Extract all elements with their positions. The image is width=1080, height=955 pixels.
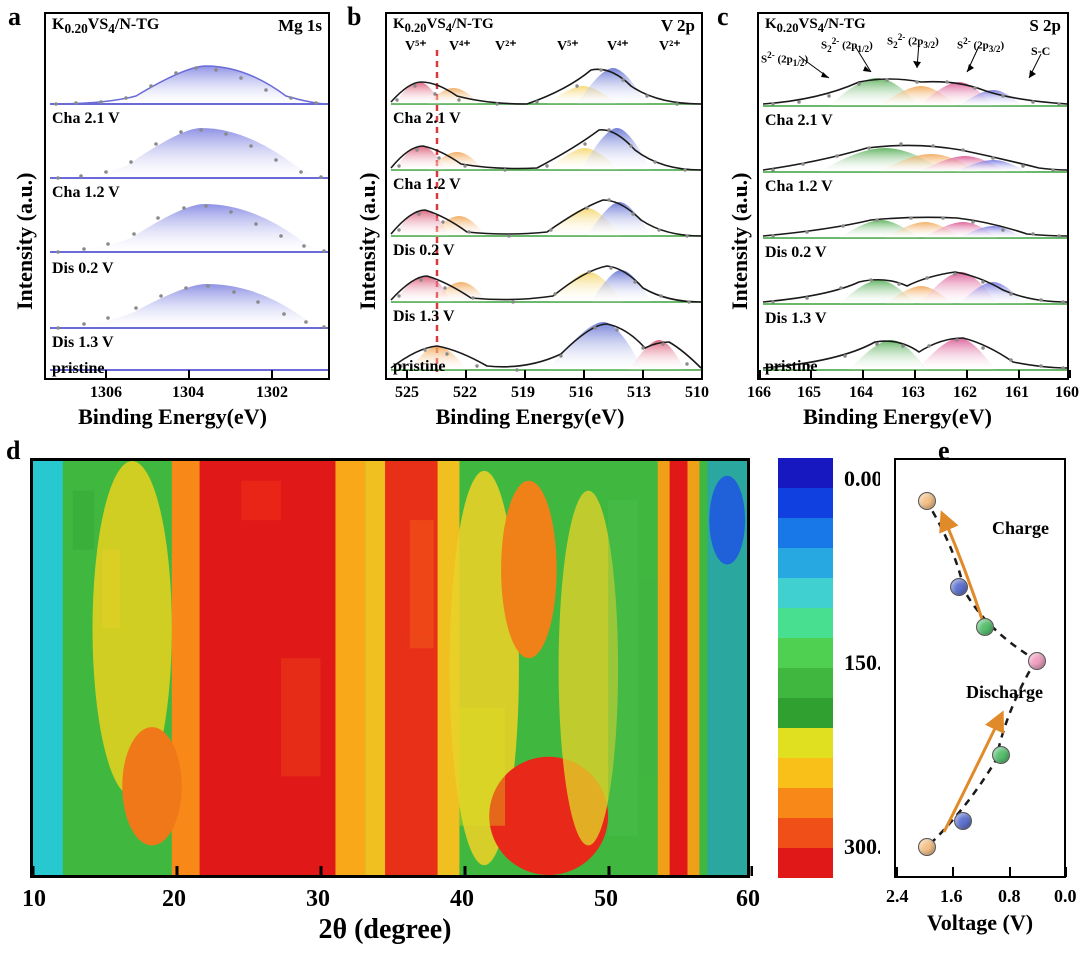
- b-t1: 522: [453, 384, 477, 402]
- c-t3: 163: [901, 384, 925, 402]
- d-t3: 40: [450, 886, 474, 913]
- panel-label-a: a: [8, 2, 21, 32]
- panel-label-d: d: [6, 436, 20, 466]
- d-t5: 60: [736, 886, 760, 913]
- e-t3: 0.0: [1054, 886, 1077, 907]
- b-t5: 510: [685, 384, 709, 402]
- a-ylabel: Intensity (a.u.): [12, 172, 38, 310]
- a-tickmarks: [46, 370, 332, 380]
- colorbar-svg: [778, 458, 833, 878]
- e-tickmarks: [896, 867, 1068, 879]
- panel-e-axes: Charge Discharge: [894, 458, 1066, 878]
- e-discharge: Discharge: [966, 682, 1043, 703]
- d-t0: 10: [22, 886, 46, 913]
- d-colorbar: [778, 458, 833, 878]
- b-xlabel: Binding Energy(eV): [345, 404, 715, 430]
- e-xlabel: Voltage (V): [880, 910, 1080, 936]
- c-t0: 166: [747, 384, 771, 402]
- panel-b-curves: [387, 14, 705, 382]
- e-dot-dis-0: [992, 746, 1010, 764]
- c-t1: 165: [797, 384, 821, 402]
- d-t2: 30: [306, 886, 330, 913]
- panel-a: a K0.20VS4/N-TG Mg 1s: [0, 0, 345, 435]
- b-row-0: Cha 2.1 V: [393, 110, 461, 128]
- a-row-1: Cha 1.2 V: [52, 184, 120, 202]
- c-t2: 164: [849, 384, 873, 402]
- e-t1: 1.6: [940, 886, 963, 907]
- d-tickmarks: [33, 866, 753, 878]
- panel-c-axes: K0.20VS4/N-TG S 2p S2- (2p1/2) S22- (2p1…: [757, 12, 1069, 380]
- a-row-2: Dis 0.2 V: [52, 260, 114, 278]
- e-t2: 0.8: [998, 886, 1021, 907]
- c-t6: 160: [1055, 384, 1079, 402]
- e-dot-mid: [1028, 652, 1046, 670]
- panel-label-c: c: [717, 2, 729, 32]
- a-row-0: Cha 2.1 V: [52, 110, 120, 128]
- b-row-2: Dis 0.2 V: [393, 242, 455, 260]
- b-ylabel: Intensity (a.u.): [355, 172, 381, 310]
- b-t2: 519: [511, 384, 535, 402]
- e-dot-charge-2: [976, 618, 994, 636]
- d-t1: 20: [162, 886, 186, 913]
- e-dot-charge-1: [950, 578, 968, 596]
- panel-label-b: b: [347, 2, 361, 32]
- panel-c: c K0.20VS4/N-TG S 2p S2- (2p1/2) S22- (2…: [715, 0, 1080, 435]
- e-dot-dis-2: [918, 838, 936, 856]
- c-t5: 161: [1005, 384, 1029, 402]
- c-xlabel: Binding Energy(eV): [715, 404, 1080, 430]
- a-xlabel: Binding Energy(eV): [0, 404, 345, 430]
- c-t4: 162: [953, 384, 977, 402]
- d-xlabel: 2θ (degree): [0, 914, 770, 946]
- e-charge: Charge: [992, 518, 1049, 539]
- c-ylabel: Intensity (a.u.): [727, 172, 753, 310]
- a-tick-0: 1306: [90, 384, 122, 402]
- b-t3: 516: [569, 384, 593, 402]
- b-t0: 525: [395, 384, 419, 402]
- panel-e: e Charge Discharge: [880, 440, 1080, 948]
- panel-d: d: [0, 440, 770, 948]
- panel-b: b K0.20VS4/N-TG V 2p V⁵⁺ V⁴⁺ V²⁺ V⁵⁺ V⁴⁺…: [345, 0, 715, 435]
- panel-a-axes: K0.20VS4/N-TG Mg 1s: [44, 12, 330, 380]
- a-row-3: Dis 1.3 V: [52, 334, 114, 352]
- d-t4: 50: [594, 886, 618, 913]
- heatmap-svg: [33, 461, 747, 875]
- b-tickmarks: [387, 370, 705, 380]
- c-row-3: Dis 1.3 V: [765, 310, 827, 328]
- c-row-2: Dis 0.2 V: [765, 244, 827, 262]
- c-row-1: Cha 1.2 V: [765, 178, 833, 196]
- b-row-1: Cha 1.2 V: [393, 176, 461, 194]
- c-tickmarks: [759, 370, 1071, 380]
- e-dot-charge-0: [918, 492, 936, 510]
- c-row-0: Cha 2.1 V: [765, 112, 833, 130]
- e-t0: 2.4: [886, 886, 909, 907]
- b-row-3: Dis 1.3 V: [393, 308, 455, 326]
- a-tick-2: 1302: [256, 384, 288, 402]
- b-t4: 513: [627, 384, 651, 402]
- a-tick-1: 1304: [172, 384, 204, 402]
- panel-d-axes: [30, 458, 750, 878]
- e-dot-dis-1: [954, 812, 972, 830]
- panel-b-axes: K0.20VS4/N-TG V 2p V⁵⁺ V⁴⁺ V²⁺ V⁵⁺ V⁴⁺ V…: [385, 12, 703, 380]
